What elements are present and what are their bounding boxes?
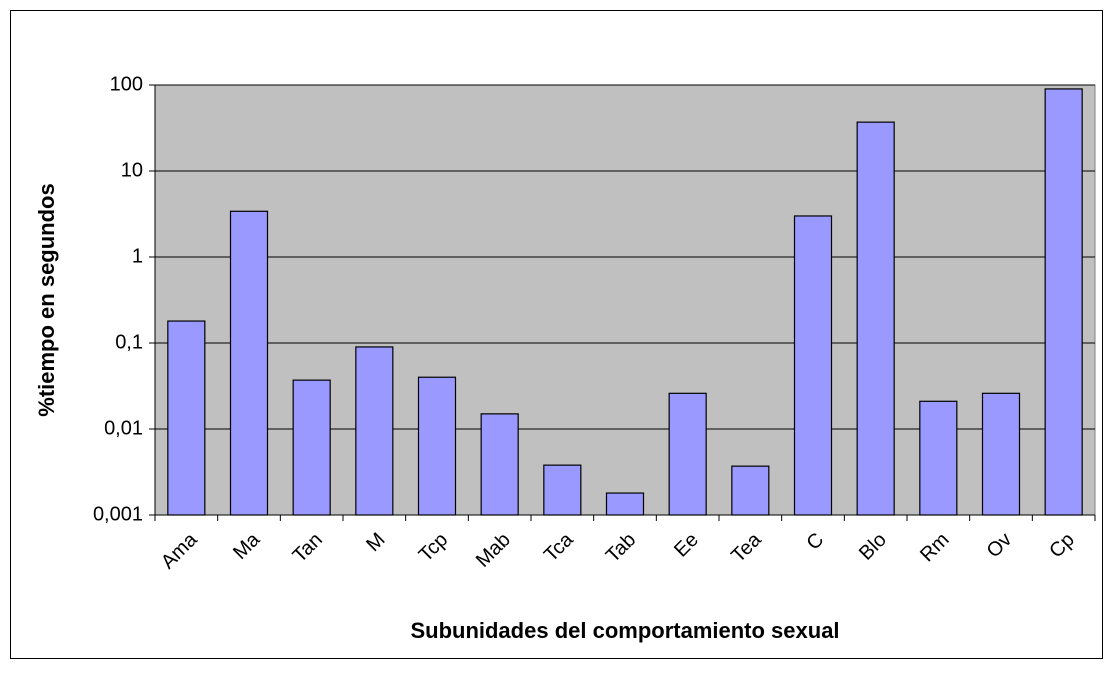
bar	[919, 400, 958, 516]
bar	[292, 379, 331, 516]
bar	[605, 492, 645, 516]
bar	[480, 413, 519, 516]
bar	[167, 320, 206, 516]
y-tick-label: 0,001	[93, 503, 143, 525]
bar	[731, 465, 770, 516]
bar	[229, 210, 269, 516]
bar	[1044, 88, 1083, 516]
bar	[543, 464, 582, 516]
y-tick-label: 1	[132, 245, 143, 267]
bar	[981, 392, 1021, 516]
y-axis-title: %tiempo en segundos	[34, 183, 59, 416]
y-tick-label: 0,01	[104, 417, 143, 439]
bar	[856, 121, 895, 516]
bar	[355, 346, 394, 516]
y-tick-label: 10	[121, 159, 143, 181]
bar	[793, 215, 833, 516]
bar	[417, 376, 457, 516]
y-tick-label: 0,1	[115, 331, 143, 353]
x-axis-title: Subunidades del comportamiento sexual	[410, 618, 839, 643]
y-tick-label: 100	[110, 73, 143, 95]
bar	[668, 392, 707, 516]
